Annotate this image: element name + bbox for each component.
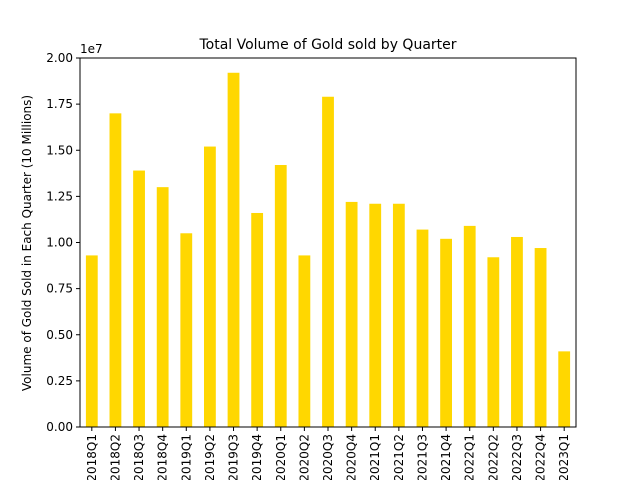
bar [463,225,476,427]
bar [204,146,216,427]
bar [251,212,264,427]
x-tick-label: 2020Q3 [321,434,335,480]
bar [274,165,287,427]
bar [369,203,382,427]
bar [440,238,452,427]
y-tick-label: 0.50 [46,328,73,342]
x-tick-label: 2022Q1 [463,434,477,480]
x-tick-label: 2022Q2 [486,434,500,480]
x-tick-label: 2020Q1 [274,434,288,480]
x-tick-label: 2018Q3 [132,434,146,480]
y-offset-label: 1e7 [80,42,103,56]
x-tick-label: 2019Q1 [179,434,193,480]
bar [322,96,334,427]
bar [487,257,500,427]
x-tick-label: 2022Q4 [534,434,548,480]
x-tick-label: 2022Q3 [510,434,524,480]
x-tick-label: 2021Q1 [368,434,382,480]
chart-title: Total Volume of Gold sold by Quarter [198,37,456,53]
x-tick-label: 2019Q4 [250,434,264,480]
x-tick-label: 2019Q3 [227,434,241,480]
y-tick-label: 1.75 [46,97,73,111]
y-tick-label: 1.00 [46,236,73,250]
bar [227,72,240,427]
bar [416,229,429,427]
x-tick-label: 2020Q4 [345,434,359,480]
bar [109,113,122,427]
plot-frame [79,57,577,428]
bar [558,351,571,427]
bar [180,233,193,427]
y-tick-label: 2.00 [46,51,73,65]
x-tick-label: 2018Q2 [108,434,122,480]
bar [133,170,145,428]
bar [534,248,547,427]
x-tick-label: 2019Q2 [203,434,217,480]
x-tick-label: 2018Q4 [156,434,170,480]
y-axis-label: Volume of Gold Sold in Each Quarter (10 … [20,95,34,391]
bar [298,255,311,427]
y-tick-label: 0.00 [46,420,73,434]
y-tick-label: 0.75 [46,282,73,296]
y-tick-label: 1.25 [46,189,73,203]
x-tick-label: 2018Q1 [85,434,99,480]
bar [85,255,98,427]
x-tick-label: 2020Q2 [297,434,311,480]
y-tick-label: 1.50 [46,143,73,157]
x-tick-label: 2021Q3 [415,434,429,480]
bar [392,203,405,427]
x-tick-label: 2021Q2 [392,434,406,480]
x-tick-label: 2021Q4 [439,434,453,480]
bar [511,236,523,427]
y-tick-label: 0.25 [46,374,73,388]
bar [345,201,358,427]
x-tick-label: 2023Q1 [557,434,571,480]
bar [156,187,169,427]
